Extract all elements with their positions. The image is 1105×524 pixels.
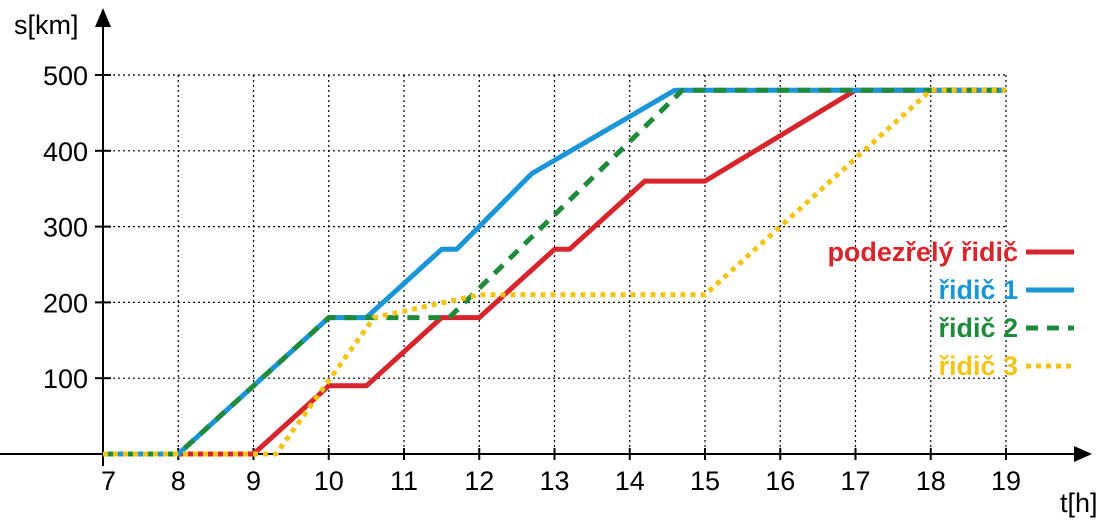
x-tick-label: 12 bbox=[464, 466, 494, 496]
x-axis-arrow bbox=[1074, 446, 1092, 462]
legend-label: podezřelý řidič bbox=[827, 237, 1018, 267]
x-tick-label: 19 bbox=[991, 466, 1021, 496]
y-tick-label: 300 bbox=[43, 213, 88, 243]
y-axis-title: s[km] bbox=[14, 10, 79, 40]
x-tick-label: 8 bbox=[171, 466, 186, 496]
x-tick-label: 14 bbox=[615, 466, 645, 496]
x-tick-label: 9 bbox=[246, 466, 261, 496]
grid bbox=[103, 74, 1007, 454]
y-tick-labels: 100 200 300 400 500 bbox=[43, 61, 111, 394]
x-tick-labels: 7 8 9 10 11 12 13 14 15 16 17 18 19 bbox=[101, 448, 1021, 496]
legend-label: řidič 2 bbox=[938, 313, 1018, 343]
y-tick-label: 400 bbox=[43, 137, 88, 167]
x-tick-label: 11 bbox=[390, 466, 418, 496]
y-tick-label: 500 bbox=[43, 61, 88, 91]
x-tick-label: 13 bbox=[539, 466, 569, 496]
x-tick-label: 18 bbox=[916, 466, 946, 496]
series-line-4 bbox=[103, 87, 1006, 457]
legend: podezřelý řidič řidič 1 řidič 2 řidič 3 bbox=[827, 237, 1074, 381]
x-tick-label: 17 bbox=[840, 466, 870, 496]
x-tick-label: 16 bbox=[765, 466, 795, 496]
x-tick-label: 10 bbox=[314, 466, 344, 496]
y-tick-label: 100 bbox=[43, 364, 88, 394]
series-lines bbox=[103, 87, 1006, 457]
series-line-3 bbox=[103, 87, 1006, 457]
y-axis-arrow bbox=[95, 8, 111, 27]
legend-label: řidič 3 bbox=[938, 351, 1018, 381]
x-tick-label: 7 bbox=[101, 466, 116, 496]
x-tick-label: 15 bbox=[690, 466, 720, 496]
axes: s[km] t[h] bbox=[0, 8, 1098, 518]
series-line-2 bbox=[103, 87, 1006, 457]
y-tick-label: 200 bbox=[43, 288, 88, 318]
x-axis-title: t[h] bbox=[1060, 488, 1098, 518]
legend-label: řidič 1 bbox=[938, 275, 1018, 305]
